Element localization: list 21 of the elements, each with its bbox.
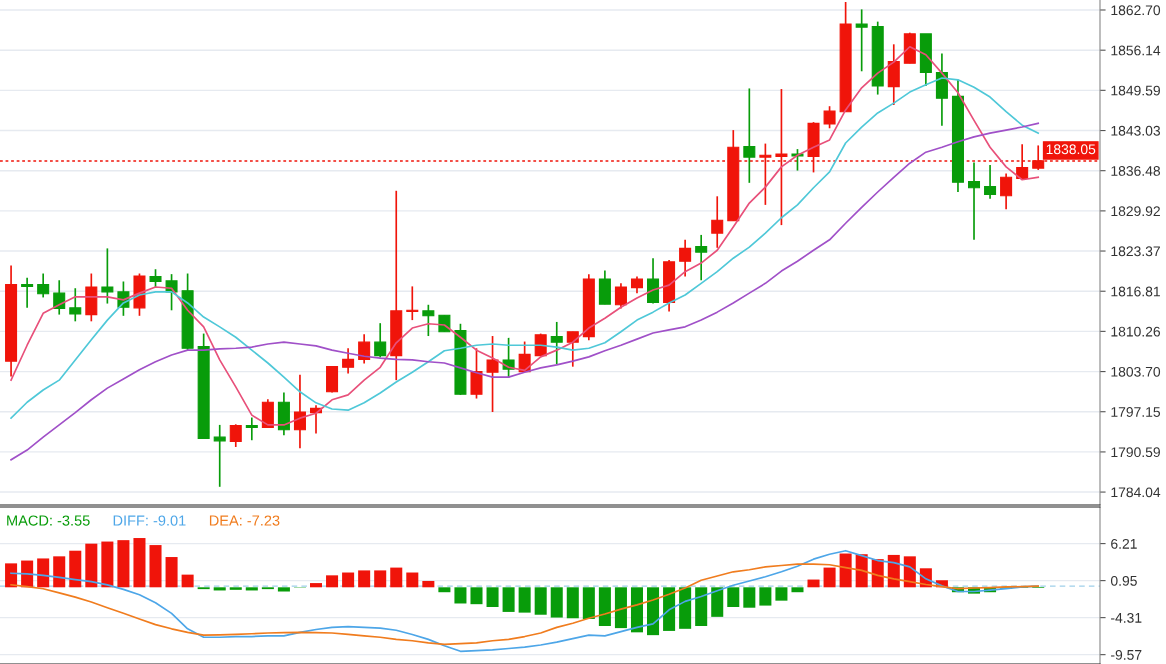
- y-tick-label: 1856.14: [1111, 45, 1161, 56]
- y-tick-label: 1823.37: [1111, 246, 1160, 257]
- y-tick-label: 1790.59: [1111, 447, 1160, 458]
- y-tick-label: 1836.48: [1111, 166, 1161, 176]
- y-tick-label: 1849.59: [1111, 85, 1160, 96]
- y-tick-label: 1829.92: [1111, 206, 1160, 217]
- y-tick-label: 1797.15: [1111, 407, 1161, 417]
- annotation: MACD: -3.55: [7, 515, 90, 526]
- annotation: DEA: -7.23: [209, 515, 280, 526]
- y-tick-label: 1862.70: [1111, 5, 1161, 16]
- y-tick-label: 1803.70: [1111, 366, 1161, 377]
- y-tick-label: -4.31: [1111, 612, 1142, 623]
- y-tick-label: 6.21: [1111, 538, 1137, 549]
- y-tick-label: 1784.04: [1111, 487, 1161, 498]
- y-tick-label: 1816.81: [1111, 286, 1160, 297]
- y-tick-label: 1810.26: [1111, 326, 1161, 337]
- y-tick-label: 1843.03: [1111, 125, 1161, 136]
- y-tick-label: 0.95: [1110, 575, 1137, 586]
- ref-line-label: 1838.05: [1046, 144, 1096, 155]
- annotation: DIFF: -9.01: [113, 515, 186, 526]
- y-tick-label: -9.57: [1111, 649, 1142, 660]
